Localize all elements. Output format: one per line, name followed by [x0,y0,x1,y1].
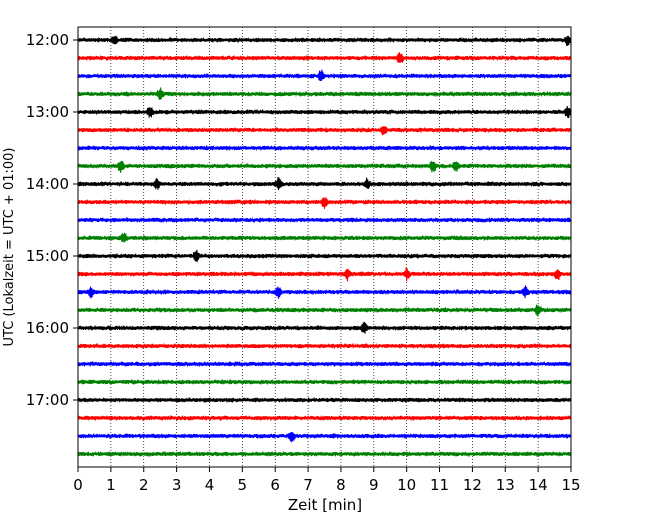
x-tick-label: 3 [172,476,182,494]
x-tick-label: 9 [369,476,379,494]
trace-1600 [77,321,572,334]
x-tick-label: 5 [238,476,248,494]
trace-1615 [77,342,572,350]
trace-1545 [77,304,572,317]
x-tick-label: 6 [270,476,280,494]
trace-1300 [77,105,572,119]
x-tick-label: 10 [397,476,416,494]
trace-1530 [77,285,572,299]
x-tick-label: 7 [303,476,313,494]
trace-1745 [77,450,572,457]
trace-1445 [77,232,572,243]
x-tick-label: 15 [561,476,580,494]
y-tick-label: 12:00 [26,31,69,49]
trace-1715 [77,414,572,422]
trace-1200 [77,35,572,46]
traces [77,35,572,457]
y-tick-label: 16:00 [26,319,69,337]
x-axis-label: Zeit [min] [288,496,362,514]
trace-1515 [77,267,572,282]
trace-1415 [77,197,572,209]
x-tick-label: 12 [463,476,482,494]
y-axis-label: UTC (Lokalzeit = UTC + 01:00) [2,148,17,347]
trace-1500 [77,249,572,262]
x-tick-label: 2 [139,476,149,494]
trace-1345 [77,160,572,173]
trace-1315 [77,126,572,136]
trace-1215 [77,52,572,64]
y-ticks: 12:00 13:00 14:00 15:00 16:00 17:00 [26,31,78,409]
trace-1245 [77,87,572,100]
trace-1630 [77,360,572,367]
y-tick-label: 17:00 [26,391,69,409]
trace-1330 [77,144,572,152]
trace-1645 [77,378,572,386]
grid [110,27,539,467]
x-tick-label: 4 [205,476,215,494]
plot-frame [77,26,572,468]
y-tick-label: 14:00 [26,175,69,193]
trace-1730 [77,432,572,443]
x-tick-label: 14 [529,476,548,494]
x-ticks: 0 1 2 3 4 5 6 7 8 9 10 11 12 13 14 15 [73,467,581,494]
x-tick-label: 1 [106,476,116,494]
trace-1230 [77,69,572,82]
y-tick-label: 13:00 [26,103,69,121]
trace-1700 [77,396,572,403]
y-tick-label: 15:00 [26,247,69,265]
trace-1430 [77,216,572,224]
x-tick-label: 11 [430,476,449,494]
x-tick-label: 0 [73,476,83,494]
trace-1400 [77,177,572,191]
x-tick-label: 13 [496,476,515,494]
x-tick-label: 8 [336,476,346,494]
